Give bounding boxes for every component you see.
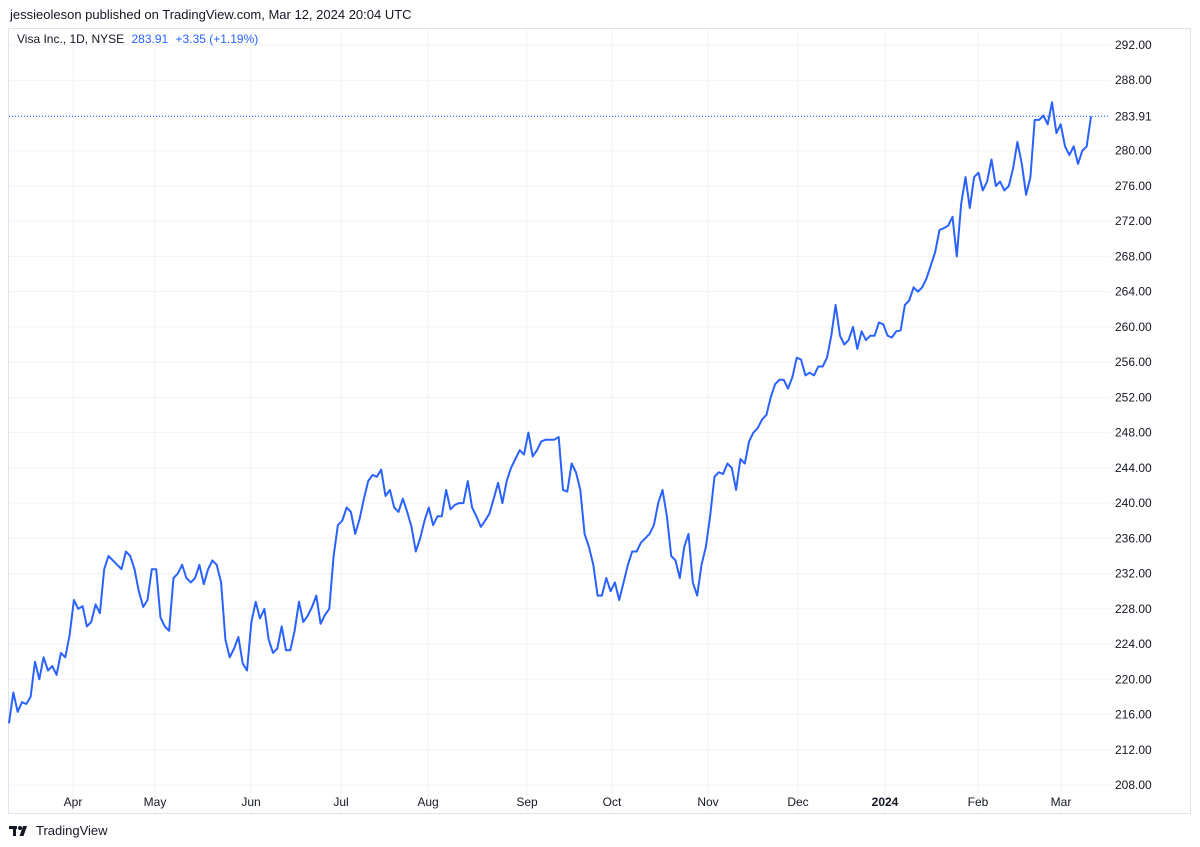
x-tick-label: Sep — [516, 795, 538, 809]
y-tick-label: 236.00 — [1115, 531, 1152, 545]
y-tick-label: 292.00 — [1115, 38, 1152, 52]
series-group: 283.91 — [8, 101, 1169, 724]
x-tick-label: May — [144, 795, 167, 809]
price-series-line — [8, 101, 1092, 724]
y-tick-label: 224.00 — [1115, 637, 1152, 651]
grid-lines — [9, 29, 1110, 813]
brand-label: TradingView — [36, 823, 108, 838]
y-tick-label: 244.00 — [1115, 461, 1152, 475]
last-price-marker: 283.91 — [1111, 107, 1169, 126]
x-tick-label: Apr — [64, 795, 83, 809]
y-axis-labels: 208.00 212.00 216.00 220.00 224.00 228.00 232.… — [1115, 38, 1152, 792]
x-tick-label: Aug — [417, 795, 438, 809]
y-tick-label: 264.00 — [1115, 285, 1152, 299]
x-tick-label: Feb — [968, 795, 989, 809]
y-tick-label: 216.00 — [1115, 708, 1152, 722]
last-price-marker-text: 283.91 — [1115, 109, 1152, 123]
chart-frame — [8, 28, 1191, 814]
y-tick-label: 240.00 — [1115, 496, 1152, 510]
symbol-name: Visa Inc., 1D, NYSE — [17, 32, 125, 46]
x-tick-label: Oct — [603, 795, 622, 809]
y-tick-label: 252.00 — [1115, 390, 1152, 404]
x-tick-label: Mar — [1051, 795, 1072, 809]
y-tick-label: 212.00 — [1115, 743, 1152, 757]
y-tick-label: 232.00 — [1115, 567, 1152, 581]
x-axis-labels: Apr May Jun Jul Aug Sep Oct Nov Dec 2024 Feb Mar — [64, 795, 1072, 809]
x-tick-label: 2024 — [872, 795, 899, 809]
y-tick-label: 288.00 — [1115, 73, 1152, 87]
last-price: 283.91 — [131, 32, 169, 46]
x-tick-label: Nov — [697, 795, 718, 809]
y-tick-label: 228.00 — [1115, 602, 1152, 616]
footer-branding: TradingView — [9, 823, 108, 838]
y-tick-label: 276.00 — [1115, 179, 1152, 193]
x-tick-label: Jun — [241, 795, 260, 809]
y-tick-label: 260.00 — [1115, 320, 1152, 334]
y-tick-label: 268.00 — [1115, 249, 1152, 263]
y-tick-label: 248.00 — [1115, 426, 1152, 440]
x-tick-label: Jul — [333, 795, 348, 809]
y-tick-label: 220.00 — [1115, 672, 1152, 686]
y-tick-label: 256.00 — [1115, 355, 1152, 369]
y-tick-label: 280.00 — [1115, 144, 1152, 158]
x-tick-label: Dec — [787, 795, 808, 809]
published-by-line: jessieoleson published on TradingView.co… — [10, 7, 412, 22]
tradingview-logo-icon — [9, 825, 27, 836]
y-tick-label: 272.00 — [1115, 214, 1152, 228]
y-tick-label: 208.00 — [1115, 778, 1152, 792]
symbol-legend: Visa Inc., 1D, NYSE 283.91 +3.35 (+1.19%… — [17, 32, 258, 46]
price-change: +3.35 (+1.19%) — [175, 32, 259, 46]
last-price-marker-bg — [1111, 107, 1169, 126]
